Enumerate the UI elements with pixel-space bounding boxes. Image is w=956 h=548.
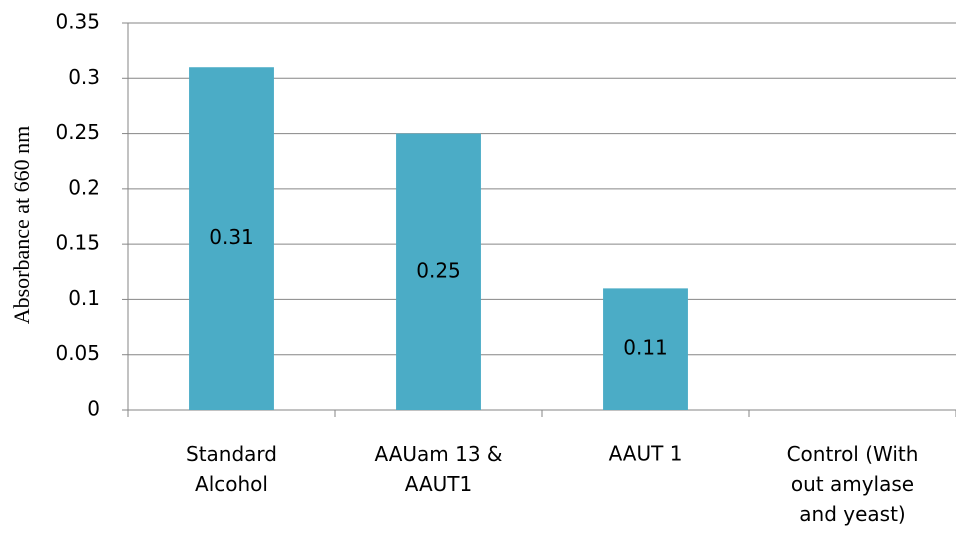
y-tick-label: 0.2: [68, 175, 100, 199]
bar: [189, 67, 274, 410]
y-tick-label: 0.3: [68, 65, 100, 89]
x-tick-label: Standard Alcohol: [186, 442, 277, 496]
data-label: 0.25: [416, 258, 461, 282]
y-tick-label: 0: [87, 397, 100, 421]
x-tick-label: AAUT 1: [609, 442, 683, 466]
y-tick-label: 0.15: [55, 231, 100, 255]
y-tick-label: 0.35: [55, 10, 100, 34]
data-label: 0.11: [623, 336, 668, 360]
y-tick-label: 0.05: [55, 341, 100, 365]
x-tick-label: Control (With out amylase and yeast): [787, 442, 919, 526]
y-axis-title: Absorbance at 660 nm: [9, 126, 34, 325]
y-tick-label: 0.25: [55, 120, 100, 144]
bar: [396, 133, 481, 411]
y-tick-label: 0.1: [68, 286, 100, 310]
data-label: 0.31: [209, 225, 254, 249]
bar: [603, 288, 688, 410]
x-tick-label: AAUam 13 & AAUT1: [374, 442, 502, 496]
